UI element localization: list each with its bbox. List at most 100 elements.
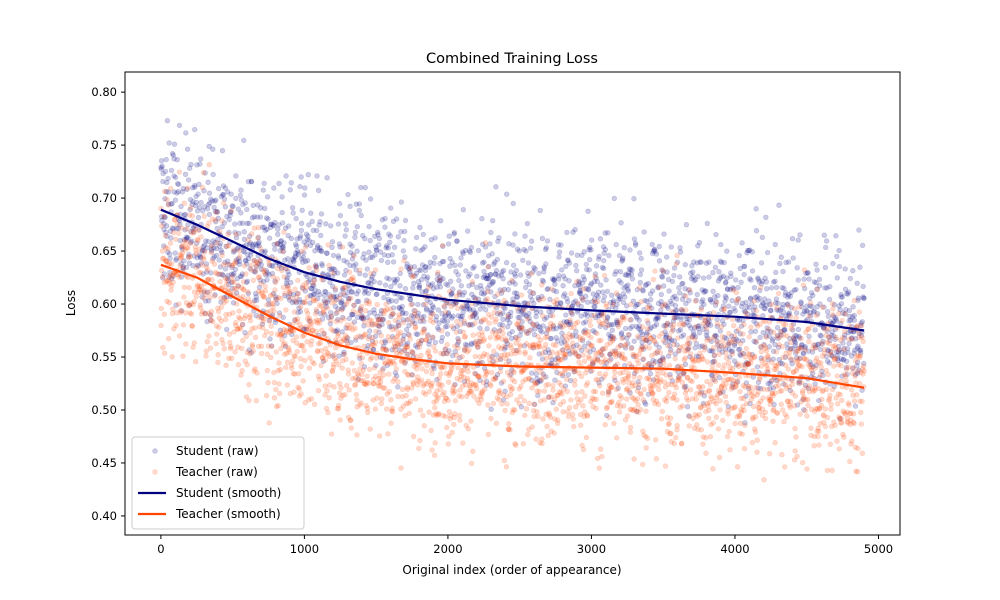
scatter-point — [836, 263, 843, 270]
scatter-point — [333, 297, 339, 303]
scatter-point — [206, 211, 213, 218]
scatter-point — [813, 261, 819, 267]
scatter-point — [162, 196, 168, 202]
scatter-point — [723, 295, 729, 301]
scatter-point — [297, 309, 304, 315]
scatter-point — [572, 377, 578, 384]
scatter-point — [563, 376, 570, 382]
scatter-point — [342, 292, 348, 299]
scatter-point — [292, 286, 298, 292]
scatter-point — [550, 322, 557, 328]
scatter-point — [180, 353, 186, 359]
scatter-point — [524, 220, 531, 227]
scatter-point — [391, 361, 398, 367]
scatter-point — [834, 253, 840, 260]
scatter-point — [839, 397, 845, 403]
scatter-point — [323, 373, 329, 379]
scatter-point — [425, 285, 432, 291]
scatter-point — [292, 254, 298, 260]
scatter-point — [484, 369, 491, 375]
scatter-point — [207, 345, 214, 351]
scatter-point — [667, 415, 674, 421]
scatter-point — [540, 416, 546, 422]
scatter-point — [721, 259, 727, 266]
scatter-point — [460, 309, 466, 316]
scatter-point — [330, 252, 337, 259]
scatter-point — [266, 235, 273, 241]
scatter-point — [490, 218, 496, 224]
scatter-point — [666, 334, 673, 340]
scatter-point — [485, 264, 491, 270]
scatter-point — [165, 202, 172, 208]
scatter-point — [273, 296, 280, 302]
scatter-point — [723, 399, 729, 406]
scatter-point — [668, 430, 674, 437]
scatter-point — [296, 386, 302, 392]
legend-label: Teacher (smooth) — [175, 507, 281, 521]
scatter-point — [337, 212, 344, 219]
scatter-point — [229, 355, 235, 361]
scatter-point — [234, 259, 240, 265]
scatter-point — [201, 256, 207, 262]
scatter-point — [287, 289, 293, 295]
scatter-point — [306, 222, 312, 228]
scatter-point — [611, 195, 617, 202]
scatter-point — [336, 353, 342, 359]
scatter-point — [465, 228, 471, 234]
scatter-point — [284, 275, 290, 281]
scatter-point — [584, 299, 591, 305]
scatter-point — [273, 349, 279, 355]
scatter-point — [347, 249, 354, 256]
scatter-point — [606, 252, 612, 259]
scatter-point — [371, 307, 377, 313]
scatter-point — [663, 372, 669, 378]
scatter-point — [358, 360, 364, 367]
scatter-point — [215, 185, 222, 192]
scatter-point — [638, 299, 644, 305]
scatter-point — [813, 345, 819, 351]
scatter-point — [187, 253, 193, 260]
scatter-point — [640, 356, 647, 362]
scatter-point — [307, 242, 314, 249]
scatter-point — [599, 390, 606, 396]
scatter-point — [297, 299, 303, 305]
scatter-point — [606, 358, 613, 364]
scatter-point — [518, 383, 524, 389]
scatter-point — [536, 270, 542, 277]
scatter-point — [333, 310, 339, 317]
scatter-point — [290, 257, 297, 263]
scatter-point — [263, 272, 269, 278]
scatter-point — [225, 273, 231, 279]
scatter-point — [749, 249, 755, 255]
scatter-point — [312, 248, 318, 254]
scatter-point — [256, 243, 262, 249]
scatter-point — [172, 250, 178, 256]
scatter-point — [523, 248, 529, 254]
scatter-point — [184, 226, 190, 232]
scatter-point — [722, 393, 729, 400]
scatter-point — [158, 164, 164, 171]
scatter-point — [493, 184, 499, 190]
scatter-point — [518, 292, 525, 298]
scatter-point — [298, 227, 305, 234]
x-tick-label: 5000 — [864, 542, 893, 556]
scatter-point — [522, 349, 528, 355]
scatter-point — [336, 201, 343, 207]
scatter-point — [772, 241, 778, 248]
scatter-point — [223, 281, 230, 288]
scatter-point — [380, 343, 387, 350]
scatter-point — [188, 239, 194, 246]
scatter-point — [402, 217, 409, 224]
scatter-point — [379, 321, 385, 328]
scatter-point — [388, 420, 394, 426]
scatter-point — [159, 223, 165, 229]
scatter-point — [375, 229, 381, 236]
scatter-point — [246, 382, 252, 388]
scatter-point — [389, 252, 395, 258]
scatter-point — [673, 296, 680, 302]
scatter-point — [706, 274, 712, 280]
scatter-point — [806, 313, 812, 319]
scatter-point — [491, 310, 497, 316]
scatter-point — [241, 263, 248, 269]
scatter-point — [467, 271, 473, 277]
